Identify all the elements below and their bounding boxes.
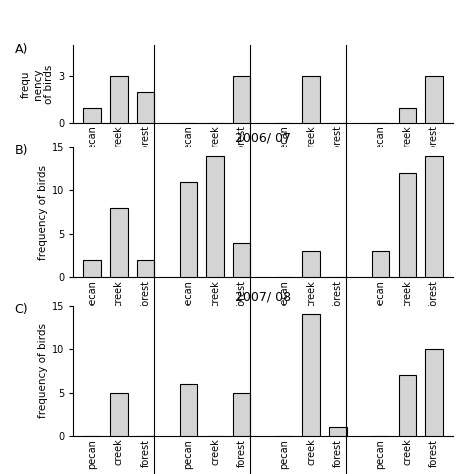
Bar [137, 260, 154, 277]
Text: forest: forest [237, 125, 246, 153]
Text: creek: creek [114, 125, 124, 152]
Text: forest: forest [429, 439, 439, 467]
Bar [233, 76, 250, 123]
Bar [83, 260, 101, 277]
Text: pecan: pecan [87, 280, 97, 310]
Text: adult males: adult males [184, 161, 246, 171]
Text: forest: forest [333, 280, 343, 308]
Text: A): A) [15, 44, 28, 56]
Text: pecan: pecan [280, 439, 290, 469]
Text: creek: creek [210, 439, 220, 465]
Text: forest: forest [333, 439, 343, 467]
Text: creek: creek [210, 125, 220, 152]
Text: adult females: adult females [372, 161, 443, 171]
Text: pecan: pecan [375, 125, 385, 155]
Bar [137, 92, 154, 123]
Text: forest: forest [141, 439, 151, 467]
Text: creek: creek [210, 280, 220, 307]
Text: forest: forest [237, 439, 246, 467]
Text: pecan: pecan [280, 280, 290, 310]
Text: adult males: adult males [184, 340, 246, 350]
Text: pecan: pecan [375, 280, 385, 310]
Text: B): B) [15, 144, 28, 157]
Text: young females: young females [273, 340, 350, 350]
Text: creek: creek [402, 125, 412, 152]
Y-axis label: frequ
nency
of birds: frequ nency of birds [21, 64, 54, 104]
Bar [180, 182, 197, 277]
Text: young females: young females [273, 161, 350, 171]
Text: pecan: pecan [183, 280, 193, 310]
Text: creek: creek [402, 280, 412, 307]
Text: forest: forest [429, 280, 439, 308]
Text: forest: forest [141, 280, 151, 308]
Bar [233, 243, 250, 277]
Bar [110, 76, 128, 123]
Title: 2007/ 08: 2007/ 08 [235, 290, 291, 303]
Text: creek: creek [306, 125, 316, 152]
Text: pecan: pecan [280, 125, 290, 155]
Bar [425, 155, 443, 277]
Bar [110, 392, 128, 436]
Text: forest: forest [333, 125, 343, 153]
Text: forest: forest [429, 125, 439, 153]
Text: C): C) [15, 303, 28, 316]
Text: creek: creek [114, 439, 124, 465]
Text: young males: young males [85, 161, 152, 171]
Text: creek: creek [306, 280, 316, 307]
Text: pecan: pecan [87, 439, 97, 469]
Bar [329, 428, 346, 436]
Text: pecan: pecan [87, 125, 97, 155]
Bar [83, 108, 101, 123]
Bar [302, 76, 320, 123]
Bar [399, 173, 416, 277]
Text: young males: young males [85, 340, 152, 350]
Y-axis label: frequency of birds: frequency of birds [38, 164, 48, 260]
Bar [302, 251, 320, 277]
Text: creek: creek [306, 439, 316, 465]
Text: pecan: pecan [375, 439, 385, 469]
Bar [425, 76, 443, 123]
Text: creek: creek [402, 439, 412, 465]
Text: forest: forest [141, 125, 151, 153]
Bar [372, 251, 389, 277]
Bar [206, 155, 224, 277]
Bar [233, 392, 250, 436]
Bar [180, 384, 197, 436]
Bar [110, 208, 128, 277]
Text: pecan: pecan [183, 439, 193, 469]
Text: pecan: pecan [183, 125, 193, 155]
Text: adult females: adult females [372, 340, 443, 350]
Bar [425, 349, 443, 436]
Title: 2006/ 07: 2006/ 07 [235, 131, 291, 145]
Text: creek: creek [114, 280, 124, 307]
Bar [399, 375, 416, 436]
Text: forest: forest [237, 280, 246, 308]
Y-axis label: frequency of birds: frequency of birds [38, 323, 48, 419]
Bar [399, 108, 416, 123]
Bar [302, 314, 320, 436]
